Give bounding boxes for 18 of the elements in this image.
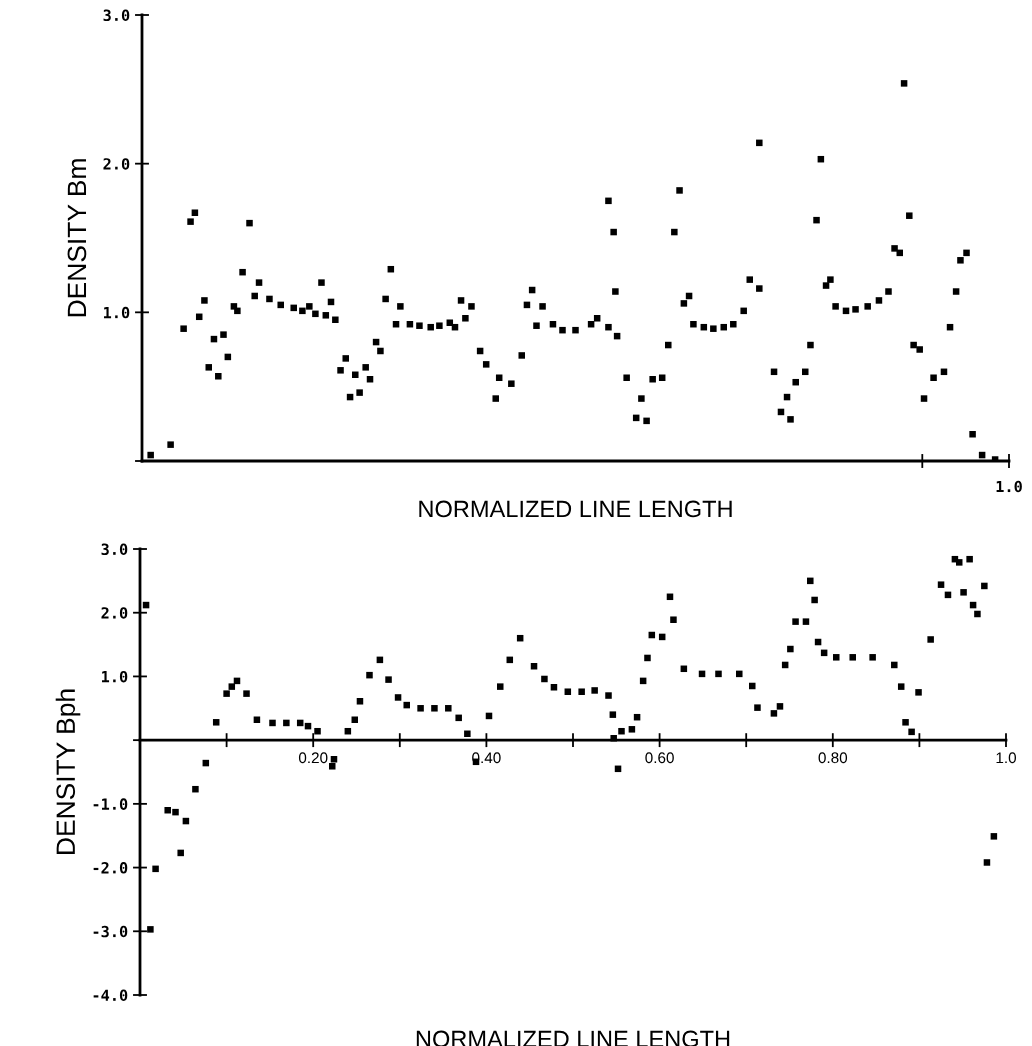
y-tick-label: -2.0 [93,862,128,874]
x-tick-label: 1.0 [996,752,1017,764]
y-tick-label: -1.0 [93,798,128,810]
y-tick-label: 1.0 [102,670,128,683]
x-tick-label: 0.80 [818,752,848,764]
y-axis-title: DENSITY Bph [55,689,81,854]
x-tick-label: 0.60 [645,752,674,764]
text: 1.0 [996,480,1022,493]
x-axis-title: NORMALIZED LINE LENGTH [419,500,732,518]
y-tick-label: 3.0 [103,9,130,22]
y-tick-label: -4.0 [93,989,128,1002]
y-tick-label: 1.0 [104,306,130,319]
y-tick-label: -3.0 [93,925,128,938]
y-tick-label: 2.0 [103,158,130,170]
y-axis-title: DENSITY Bm [67,159,87,317]
x-tick-label: 0.20 [298,752,328,764]
y-tick-label: 2.0 [101,607,128,619]
y-tick-label: 3.0 [101,543,128,556]
